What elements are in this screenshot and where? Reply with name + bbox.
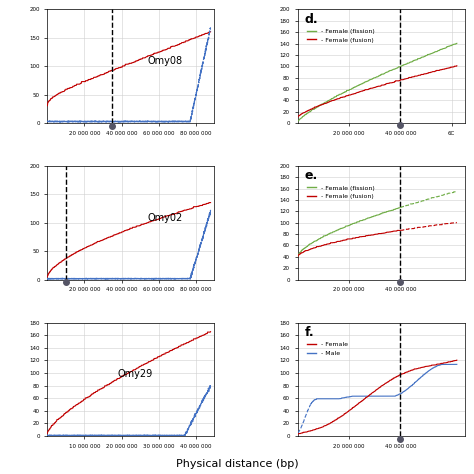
- Legend: - Female (fission), - Female (fusion): - Female (fission), - Female (fusion): [304, 183, 377, 201]
- Legend: - Female (fission), - Female (fusion): - Female (fission), - Female (fusion): [304, 26, 377, 45]
- Text: Omy29: Omy29: [118, 369, 153, 379]
- Legend: - Female, - Male: - Female, - Male: [304, 339, 350, 358]
- Text: f.: f.: [304, 326, 314, 339]
- Text: Omy02: Omy02: [147, 212, 183, 222]
- Text: Omy08: Omy08: [147, 56, 182, 66]
- Text: e.: e.: [304, 170, 318, 182]
- Text: Physical distance (bp): Physical distance (bp): [176, 459, 298, 469]
- Text: d.: d.: [304, 13, 318, 26]
